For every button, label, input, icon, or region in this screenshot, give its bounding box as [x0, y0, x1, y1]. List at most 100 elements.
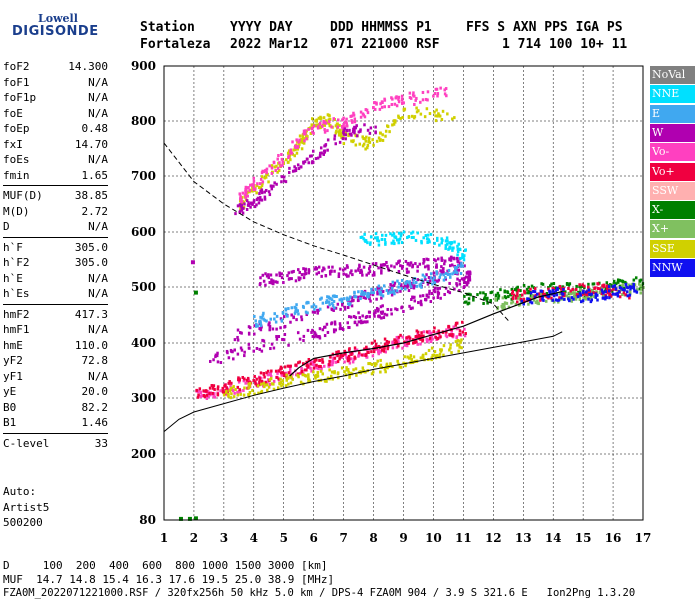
param-row: foF2 14.300	[3, 60, 108, 76]
trace-point	[323, 334, 327, 338]
trace-point	[373, 236, 377, 240]
trace-point	[288, 369, 292, 373]
trace-point	[455, 256, 459, 260]
trace-point	[448, 272, 452, 276]
x-tick-label: 15	[575, 531, 592, 545]
trace-point	[335, 350, 338, 354]
trace-point	[362, 142, 366, 146]
trace-point	[445, 94, 448, 98]
trace-point	[275, 337, 279, 341]
trace-point	[456, 343, 459, 347]
header-params-label: FFS S AXN PPS IGA PS	[466, 20, 623, 35]
trace-point	[317, 265, 321, 269]
trace-point	[350, 350, 354, 354]
trace-point	[309, 366, 312, 370]
trace-point	[328, 303, 331, 307]
trace-point	[321, 372, 325, 376]
trace-point	[366, 146, 369, 150]
param-name: h`Es	[3, 287, 30, 300]
trace-point	[298, 138, 301, 142]
trace-point	[368, 242, 372, 246]
trace-point	[291, 377, 294, 381]
trace-point	[266, 373, 270, 377]
trace-point	[311, 360, 315, 364]
trace-point	[331, 265, 334, 269]
trace-point	[426, 282, 430, 286]
trace-point	[262, 170, 266, 174]
trace-point	[365, 315, 369, 319]
trace-point	[377, 348, 380, 352]
trace-point	[333, 294, 336, 298]
trace-point	[311, 334, 315, 338]
trace-point	[350, 299, 354, 303]
trace-point	[527, 297, 531, 301]
trace-point	[346, 296, 349, 300]
trace-point	[515, 289, 519, 293]
trace-point	[330, 308, 334, 312]
trace-point	[255, 198, 259, 202]
trace-point	[237, 380, 241, 384]
trace-point	[307, 380, 310, 384]
trace-point	[607, 289, 611, 293]
trace-point	[361, 112, 365, 116]
param-value: 417.3	[74, 307, 108, 321]
trace-point	[198, 387, 202, 391]
trace-point	[425, 340, 429, 344]
trace-point	[444, 276, 447, 280]
trace-point	[383, 342, 387, 346]
trace-point	[354, 295, 358, 299]
trace-point	[256, 324, 259, 328]
param-name: h`E	[3, 271, 23, 285]
trace-point	[426, 98, 429, 102]
trace-point	[377, 284, 381, 288]
trace-point	[368, 362, 372, 366]
trace-point	[533, 290, 537, 294]
trace-point	[461, 253, 464, 257]
trace-point	[187, 516, 192, 521]
trace-point	[341, 126, 345, 130]
trace-point	[318, 121, 322, 125]
trace-point	[338, 357, 341, 361]
trace-point	[598, 287, 602, 291]
trace-point	[532, 289, 535, 293]
trace-point	[306, 311, 309, 315]
trace-point	[255, 183, 259, 187]
trace-point	[427, 267, 430, 271]
trace-point	[352, 111, 355, 115]
trace-point	[483, 297, 486, 301]
trace-point	[460, 262, 463, 266]
trace-point	[316, 370, 320, 374]
trace-point	[374, 310, 377, 314]
trace-point	[390, 96, 393, 100]
param-row: hmF1 N/A	[3, 323, 108, 339]
trace-point	[253, 187, 257, 191]
trace-point	[521, 293, 524, 297]
param-name: fxI	[3, 137, 23, 151]
param-name: foF2	[3, 60, 30, 73]
trace-point	[348, 303, 351, 307]
trace-point	[307, 268, 311, 272]
trace-point	[436, 290, 440, 294]
trace-point	[358, 263, 361, 267]
trace-point	[337, 133, 341, 137]
trace-point	[467, 277, 470, 281]
trace-point	[272, 184, 275, 188]
trace-point	[407, 335, 411, 339]
trace-point	[545, 291, 549, 295]
trace-point	[406, 262, 409, 266]
trace-point	[354, 269, 357, 273]
trace-point	[514, 296, 518, 300]
trace-point	[435, 87, 439, 91]
trace-point	[199, 394, 203, 398]
trace-point	[318, 358, 321, 362]
param-value: 38.85	[74, 189, 108, 202]
trace-point	[242, 379, 246, 383]
trace-point	[413, 102, 416, 106]
trace-point	[289, 320, 292, 324]
trace-point	[512, 293, 516, 297]
trace-point	[529, 300, 532, 304]
trace-point	[461, 264, 465, 268]
trace-point	[260, 198, 264, 202]
trace-point	[443, 259, 447, 263]
trace-point	[570, 299, 574, 303]
